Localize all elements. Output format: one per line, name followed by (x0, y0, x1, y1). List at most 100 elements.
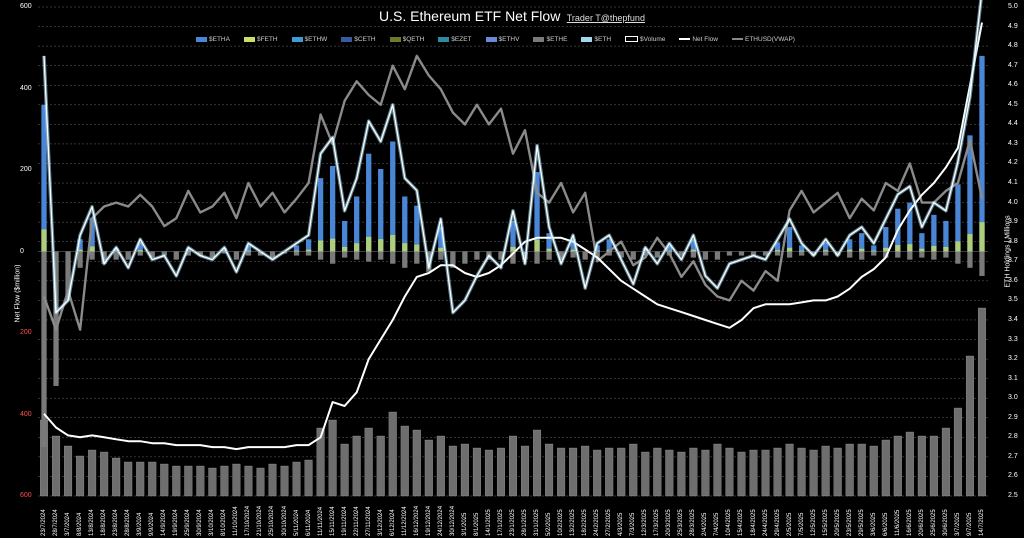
feth-bar (690, 249, 697, 252)
etha-bar (919, 233, 925, 252)
etha-bar (41, 104, 47, 252)
ethe-bar (498, 251, 504, 260)
ethe-bar (221, 251, 228, 254)
legend-label: ETHUSD(VWAP) (745, 35, 795, 43)
volume-bar (533, 429, 542, 497)
volume-bar (509, 435, 517, 497)
legend-volume: $Volume (625, 33, 665, 45)
y-tick-label: 200 (20, 166, 32, 173)
legend-label: $FETH (256, 35, 278, 43)
ethe-bar (161, 251, 167, 256)
volume-bar (256, 467, 265, 497)
volume-bar (328, 419, 337, 497)
ethe-bar (690, 251, 697, 258)
y2-tick-label: 3.5 (1008, 296, 1018, 304)
etha-bar (438, 227, 444, 252)
etha-bar (907, 202, 913, 252)
volume-bar (64, 445, 73, 497)
ethe-bar (546, 251, 552, 260)
ethe-bar (53, 251, 59, 386)
netflow-line (43, 0, 982, 314)
volume-bar (557, 447, 566, 497)
volume-bar (316, 427, 325, 497)
volume-bar (160, 463, 169, 497)
volume-bar (172, 465, 181, 497)
volume-bar (340, 443, 349, 497)
volume-bar (400, 425, 409, 497)
feth-bar (245, 250, 252, 252)
ethe-bar (859, 251, 865, 260)
volume-bar (917, 435, 926, 497)
etha-bar (317, 178, 324, 252)
y2-tick-label: 4.9 (1008, 22, 1018, 30)
etha-bar (329, 165, 336, 252)
feth-bar (919, 248, 925, 252)
y2-tick-label: 4.5 (1008, 100, 1018, 108)
chart-title: U.S. Ethereum ETF Net Flow (379, 8, 561, 24)
legend-qeth: $QETH (389, 33, 424, 45)
ethe-bar (823, 251, 829, 256)
volume-bar (88, 449, 97, 497)
ethe-bar (895, 251, 901, 258)
feth-bar (534, 239, 540, 252)
volume-bar (268, 463, 277, 497)
y-tick-label: 200 (20, 329, 32, 336)
ethe-bar (113, 251, 119, 260)
feth-bar (943, 246, 949, 252)
etha-bar (89, 217, 95, 252)
y2-tick-label: 4.2 (1008, 159, 1018, 167)
ethe-bar (329, 251, 336, 264)
legend-netflow: Net Flow (679, 33, 718, 45)
ethe-bar (762, 251, 769, 256)
volume-bar (797, 447, 806, 497)
ethe-bar (390, 251, 396, 264)
etha-bar (293, 245, 300, 252)
legend-ethv: $ETHV (485, 33, 519, 45)
etha-bar (354, 196, 360, 252)
feth-bar (823, 250, 829, 252)
feth-bar (895, 245, 901, 252)
volume-bar (869, 445, 878, 497)
etha-bar (859, 233, 865, 252)
etha-bar (534, 172, 540, 252)
legend-swatch (625, 36, 639, 42)
feth-bar (883, 247, 889, 252)
volume-bar (905, 431, 914, 497)
ethe-bar (798, 251, 805, 256)
ethe-bar (883, 251, 889, 258)
y2-tick-label: 3.4 (1008, 315, 1018, 323)
ethe-bar (438, 251, 444, 260)
feth-bar (77, 249, 83, 252)
ethe-bar (342, 251, 348, 258)
volume-bar (749, 449, 758, 497)
ethe-bar (185, 251, 191, 256)
y2-tick-label: 2.6 (1008, 472, 1018, 480)
volume-bar (665, 449, 674, 497)
volume-bar (196, 465, 205, 497)
etha-bar (871, 245, 877, 252)
y2-tick-label: 3.0 (1008, 394, 1018, 402)
volume-bar (376, 435, 385, 497)
ethe-bar (354, 251, 360, 260)
legend-ceth: $CETH (341, 33, 376, 45)
volume-bar (605, 447, 614, 497)
legend-label: $CETH (354, 35, 376, 43)
ethe-bar (967, 251, 973, 268)
netflow-line-glow (42, 0, 983, 315)
feth-bar (859, 248, 865, 252)
feth-bar (786, 247, 793, 252)
volume-bar (785, 443, 794, 497)
etha-bar (798, 245, 805, 252)
volume-bar (412, 429, 421, 497)
y2-tick-label: 3.2 (1008, 355, 1018, 363)
etha-bar (606, 239, 612, 252)
chart-credit[interactable]: Trader T@thepfund (566, 13, 645, 23)
ethe-bar (305, 251, 312, 256)
etha-bar (390, 141, 396, 252)
feth-bar (378, 239, 384, 252)
feth-bar (871, 250, 877, 252)
volume-bar (208, 467, 217, 497)
etha-bar (666, 245, 672, 252)
ethusd-line (42, 54, 984, 331)
